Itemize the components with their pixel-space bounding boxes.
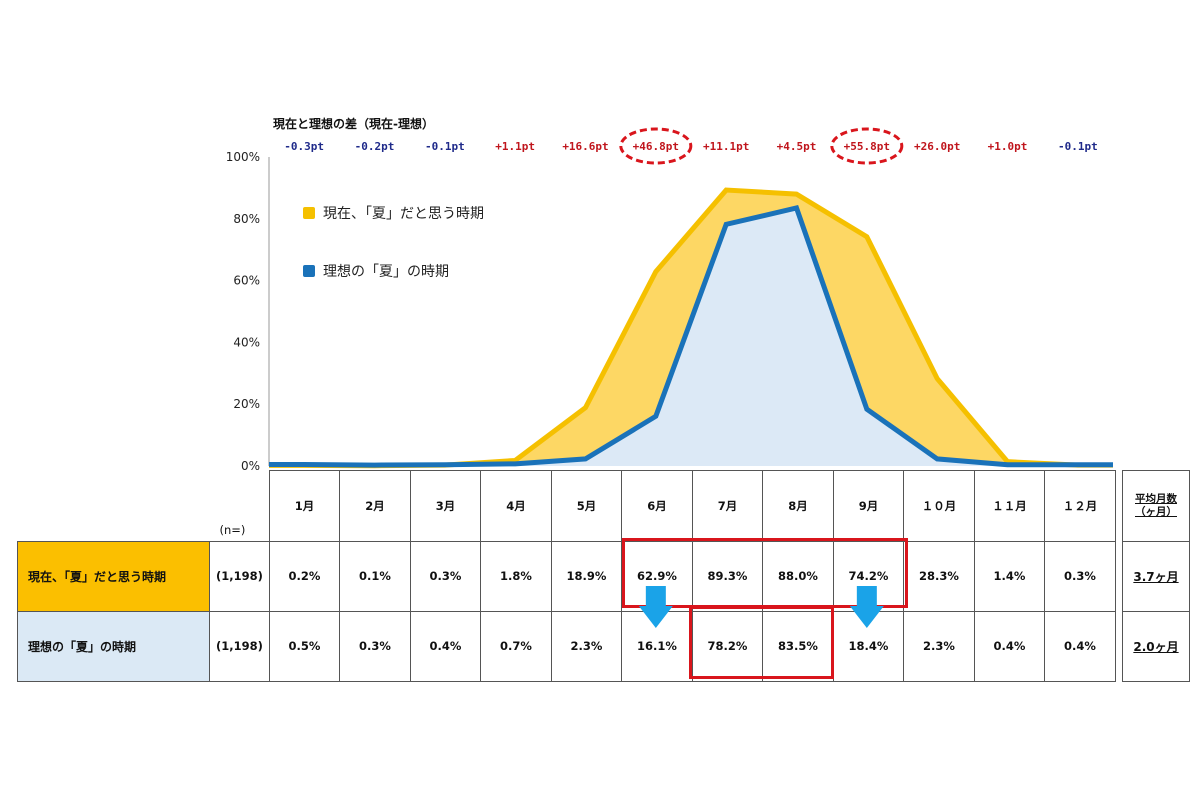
series-line-1 (269, 205, 1113, 468)
table-cell: 83.5% (762, 610, 834, 682)
legend-label-0: 現在、「夏」だと思う時期 (323, 206, 484, 222)
y-tick-label: 20% (233, 397, 260, 411)
n-value: (1,198) (209, 610, 270, 682)
row-label-ideal: 理想の「夏」の時期 (17, 610, 210, 682)
table-header-row: (n=) 1月 2月 3月 4月 5月 6月 7月 8月 9月 １０月 １１月 … (18, 470, 1190, 542)
difference-value: -0.1pt (425, 140, 465, 153)
table-gap (1115, 470, 1123, 541)
table-cell: 0.3% (410, 540, 481, 612)
table-cell: 0.7% (480, 610, 552, 682)
series-areas (269, 187, 1113, 469)
table-cell: 1.4% (974, 540, 1045, 612)
month-header: 5月 (551, 470, 622, 542)
table-row-ideal: 理想の「夏」の時期 (1,198) 0.5% 0.3% 0.4% 0.7% 2.… (17, 610, 1190, 682)
avg-header-line2: （ヶ月） (1135, 505, 1177, 518)
table-cell: 0.4% (974, 610, 1045, 682)
data-table: (n=) 1月 2月 3月 4月 5月 6月 7月 8月 9月 １０月 １１月 … (17, 470, 1190, 682)
month-header: 9月 (833, 470, 904, 542)
table-cell: 1.8% (480, 540, 552, 612)
month-header: 3月 (410, 470, 481, 542)
series-area-1 (269, 207, 1113, 467)
table-cell: 2.3% (903, 610, 975, 682)
table-cell: 2.3% (551, 610, 622, 682)
month-header: 6月 (621, 470, 693, 542)
legend-label-1: 理想の「夏」の時期 (323, 264, 449, 280)
avg-header-line1: 平均月数 (1135, 492, 1177, 505)
difference-value: -0.3pt (284, 140, 324, 153)
legend-swatch-0 (303, 207, 315, 219)
legend-swatch-1 (303, 265, 315, 277)
y-tick-label: 0% (241, 459, 260, 473)
avg-months-current: 3.7ヶ月 (1122, 540, 1190, 612)
month-header: 8月 (762, 470, 834, 542)
n-header: (n=) (209, 470, 270, 542)
difference-highlight-circle (830, 127, 904, 165)
table-cell: 0.3% (339, 610, 411, 682)
y-tick-label: 60% (233, 274, 260, 288)
table-corner (18, 471, 210, 542)
table-cell: 18.4% (833, 610, 904, 682)
table-gap (1115, 541, 1123, 611)
month-header: １０月 (903, 470, 975, 542)
table-cell: 28.3% (903, 540, 975, 612)
y-tick-label: 40% (233, 335, 260, 349)
y-tick-label: 80% (233, 212, 260, 226)
difference-value: +55.8pt (844, 140, 890, 153)
table-row-current: 現在、「夏」だと思う時期 (1,198) 0.2% 0.1% 0.3% 1.8%… (17, 540, 1190, 612)
highlight-box-current-jun-sep (622, 538, 908, 608)
table-cell: 0.1% (339, 540, 411, 612)
difference-value: +16.6pt (562, 140, 608, 153)
difference-value: +26.0pt (914, 140, 960, 153)
difference-value: +1.1pt (495, 140, 535, 153)
difference-value: +1.0pt (988, 140, 1028, 153)
month-header: 1月 (269, 470, 340, 542)
difference-title: 現在と理想の差（現在-理想） (273, 116, 434, 131)
difference-value: -0.1pt (1058, 140, 1098, 153)
y-axis: 0% 20% 40% 60% 80% 100% (226, 150, 270, 473)
difference-highlight-circle (619, 127, 693, 165)
month-header: 7月 (692, 470, 763, 542)
table-cell: 0.4% (1044, 610, 1116, 682)
table-cell: 16.1% (621, 610, 693, 682)
row-label-current: 現在、「夏」だと思う時期 (17, 540, 210, 612)
difference-value: -0.2pt (355, 140, 395, 153)
table-cell: 0.2% (269, 540, 340, 612)
y-tick-label: 100% (226, 150, 260, 164)
month-header: 2月 (339, 470, 411, 542)
month-header: 4月 (480, 470, 552, 542)
difference-row: -0.3pt -0.2pt -0.1pt +1.1pt +16.6pt +46.8pt +1… (284, 127, 1098, 165)
month-header: １１月 (974, 470, 1045, 542)
highlight-box-ideal-jul-aug (689, 606, 834, 679)
table-cell: 89.3% (692, 540, 763, 612)
month-header: １２月 (1044, 470, 1116, 542)
avg-months-ideal: 2.0ヶ月 (1122, 610, 1190, 682)
table-cell: 18.9% (551, 540, 622, 612)
difference-value: +4.5pt (777, 140, 817, 153)
difference-value: +11.1pt (703, 140, 749, 153)
n-value: (1,198) (209, 540, 270, 612)
table-cell: 0.3% (1044, 540, 1116, 612)
difference-value: +46.8pt (633, 140, 679, 153)
table-cell: 88.0% (762, 540, 834, 612)
table-cell: 0.4% (410, 610, 481, 682)
table-cell: 0.5% (269, 610, 340, 682)
table-gap (1115, 611, 1123, 681)
avg-months-header: 平均月数 （ヶ月） (1122, 470, 1190, 542)
